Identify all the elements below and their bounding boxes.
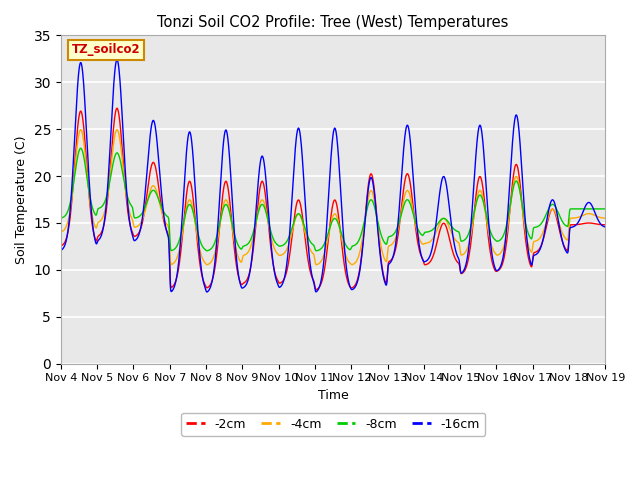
- -8cm: [429, 227, 436, 232]
- -4cm: [280, 251, 287, 257]
- -8cm: [280, 242, 287, 248]
- -16cm: [601, 224, 609, 230]
- -4cm: [429, 236, 436, 241]
- -8cm: [261, 205, 269, 211]
- -4cm: [601, 215, 609, 221]
- -4cm: [113, 127, 121, 132]
- Title: Tonzi Soil CO2 Profile: Tree (West) Temperatures: Tonzi Soil CO2 Profile: Tree (West) Temp…: [157, 15, 509, 30]
- -4cm: [203, 262, 211, 267]
- -4cm: [282, 248, 290, 253]
- -2cm: [280, 277, 287, 283]
- -4cm: [261, 203, 269, 209]
- X-axis label: Time: Time: [317, 389, 349, 402]
- Line: -16cm: -16cm: [61, 60, 605, 292]
- -16cm: [282, 265, 290, 271]
- -8cm: [88, 204, 96, 210]
- -8cm: [77, 145, 84, 151]
- -16cm: [57, 247, 65, 253]
- -2cm: [312, 287, 320, 292]
- -2cm: [113, 106, 121, 111]
- -8cm: [282, 240, 290, 246]
- -2cm: [88, 221, 96, 227]
- Legend: -2cm, -4cm, -8cm, -16cm: -2cm, -4cm, -8cm, -16cm: [181, 413, 485, 436]
- -8cm: [173, 242, 181, 248]
- -2cm: [282, 271, 290, 277]
- -2cm: [429, 253, 436, 259]
- -16cm: [113, 57, 121, 62]
- -8cm: [312, 248, 320, 253]
- -4cm: [173, 254, 181, 260]
- Y-axis label: Soil Temperature (C): Soil Temperature (C): [15, 135, 28, 264]
- Line: -4cm: -4cm: [61, 130, 605, 264]
- -8cm: [601, 206, 609, 212]
- -4cm: [88, 212, 96, 218]
- -2cm: [57, 243, 65, 249]
- Line: -8cm: -8cm: [61, 148, 605, 251]
- -16cm: [261, 168, 269, 173]
- -2cm: [261, 187, 269, 193]
- Line: -2cm: -2cm: [61, 108, 605, 289]
- -16cm: [203, 289, 211, 295]
- -4cm: [57, 229, 65, 235]
- -8cm: [57, 215, 65, 221]
- Text: TZ_soilco2: TZ_soilco2: [72, 43, 140, 56]
- -2cm: [601, 222, 609, 228]
- -16cm: [88, 216, 96, 222]
- -2cm: [173, 272, 181, 278]
- -16cm: [173, 270, 181, 276]
- -16cm: [429, 242, 436, 248]
- -16cm: [280, 278, 287, 284]
